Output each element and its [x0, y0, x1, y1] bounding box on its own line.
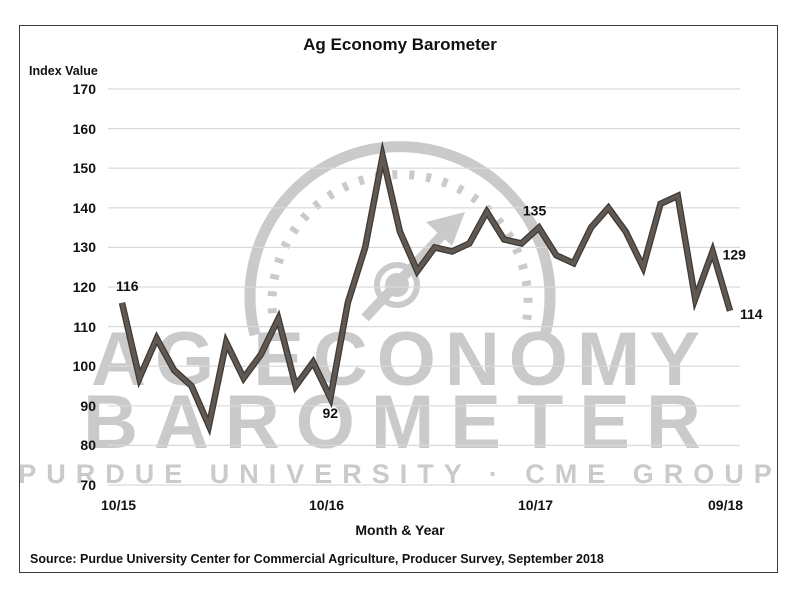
chart-title: Ag Economy Barometer [303, 35, 497, 54]
series-line-path [120, 146, 732, 433]
x-tick-label: 09/18 [708, 497, 744, 513]
watermark-line-2: BAROMETER [83, 380, 717, 465]
y-axis-label: Index Value [29, 64, 98, 78]
x-tick-label: 10/15 [101, 497, 137, 513]
y-tick-label: 170 [72, 81, 96, 97]
watermark-line-3: PURDUE UNIVERSITY · CME GROUP [18, 459, 782, 489]
x-tick-label: 10/16 [309, 497, 345, 513]
data-label: 116 [116, 278, 139, 294]
y-tick-label: 110 [73, 318, 96, 335]
y-tick-label: 120 [72, 279, 96, 295]
y-tick-label: 150 [72, 160, 96, 177]
y-tick-label: 80 [80, 437, 96, 454]
y-tick-label: 100 [72, 358, 96, 375]
x-tick-label: 10/17 [518, 497, 554, 513]
y-tick-label: 130 [72, 239, 96, 256]
y-tick-label: 160 [72, 120, 96, 137]
data-label: 114 [740, 306, 763, 322]
data-label: 135 [523, 203, 547, 219]
data-label: 92 [322, 405, 338, 421]
data-label: 129 [723, 246, 747, 262]
series-line [118, 140, 734, 437]
data-labels: 116 92 135 129 114 [116, 203, 763, 421]
source-note: Source: Purdue University Center for Com… [30, 552, 604, 566]
y-tick-label: 70 [80, 477, 96, 493]
y-tick-label: 90 [80, 397, 96, 414]
gridlines [108, 88, 740, 486]
y-tick-label: 140 [72, 199, 96, 216]
x-axis-label: Month & Year [355, 522, 445, 538]
chart-frame [19, 25, 778, 573]
